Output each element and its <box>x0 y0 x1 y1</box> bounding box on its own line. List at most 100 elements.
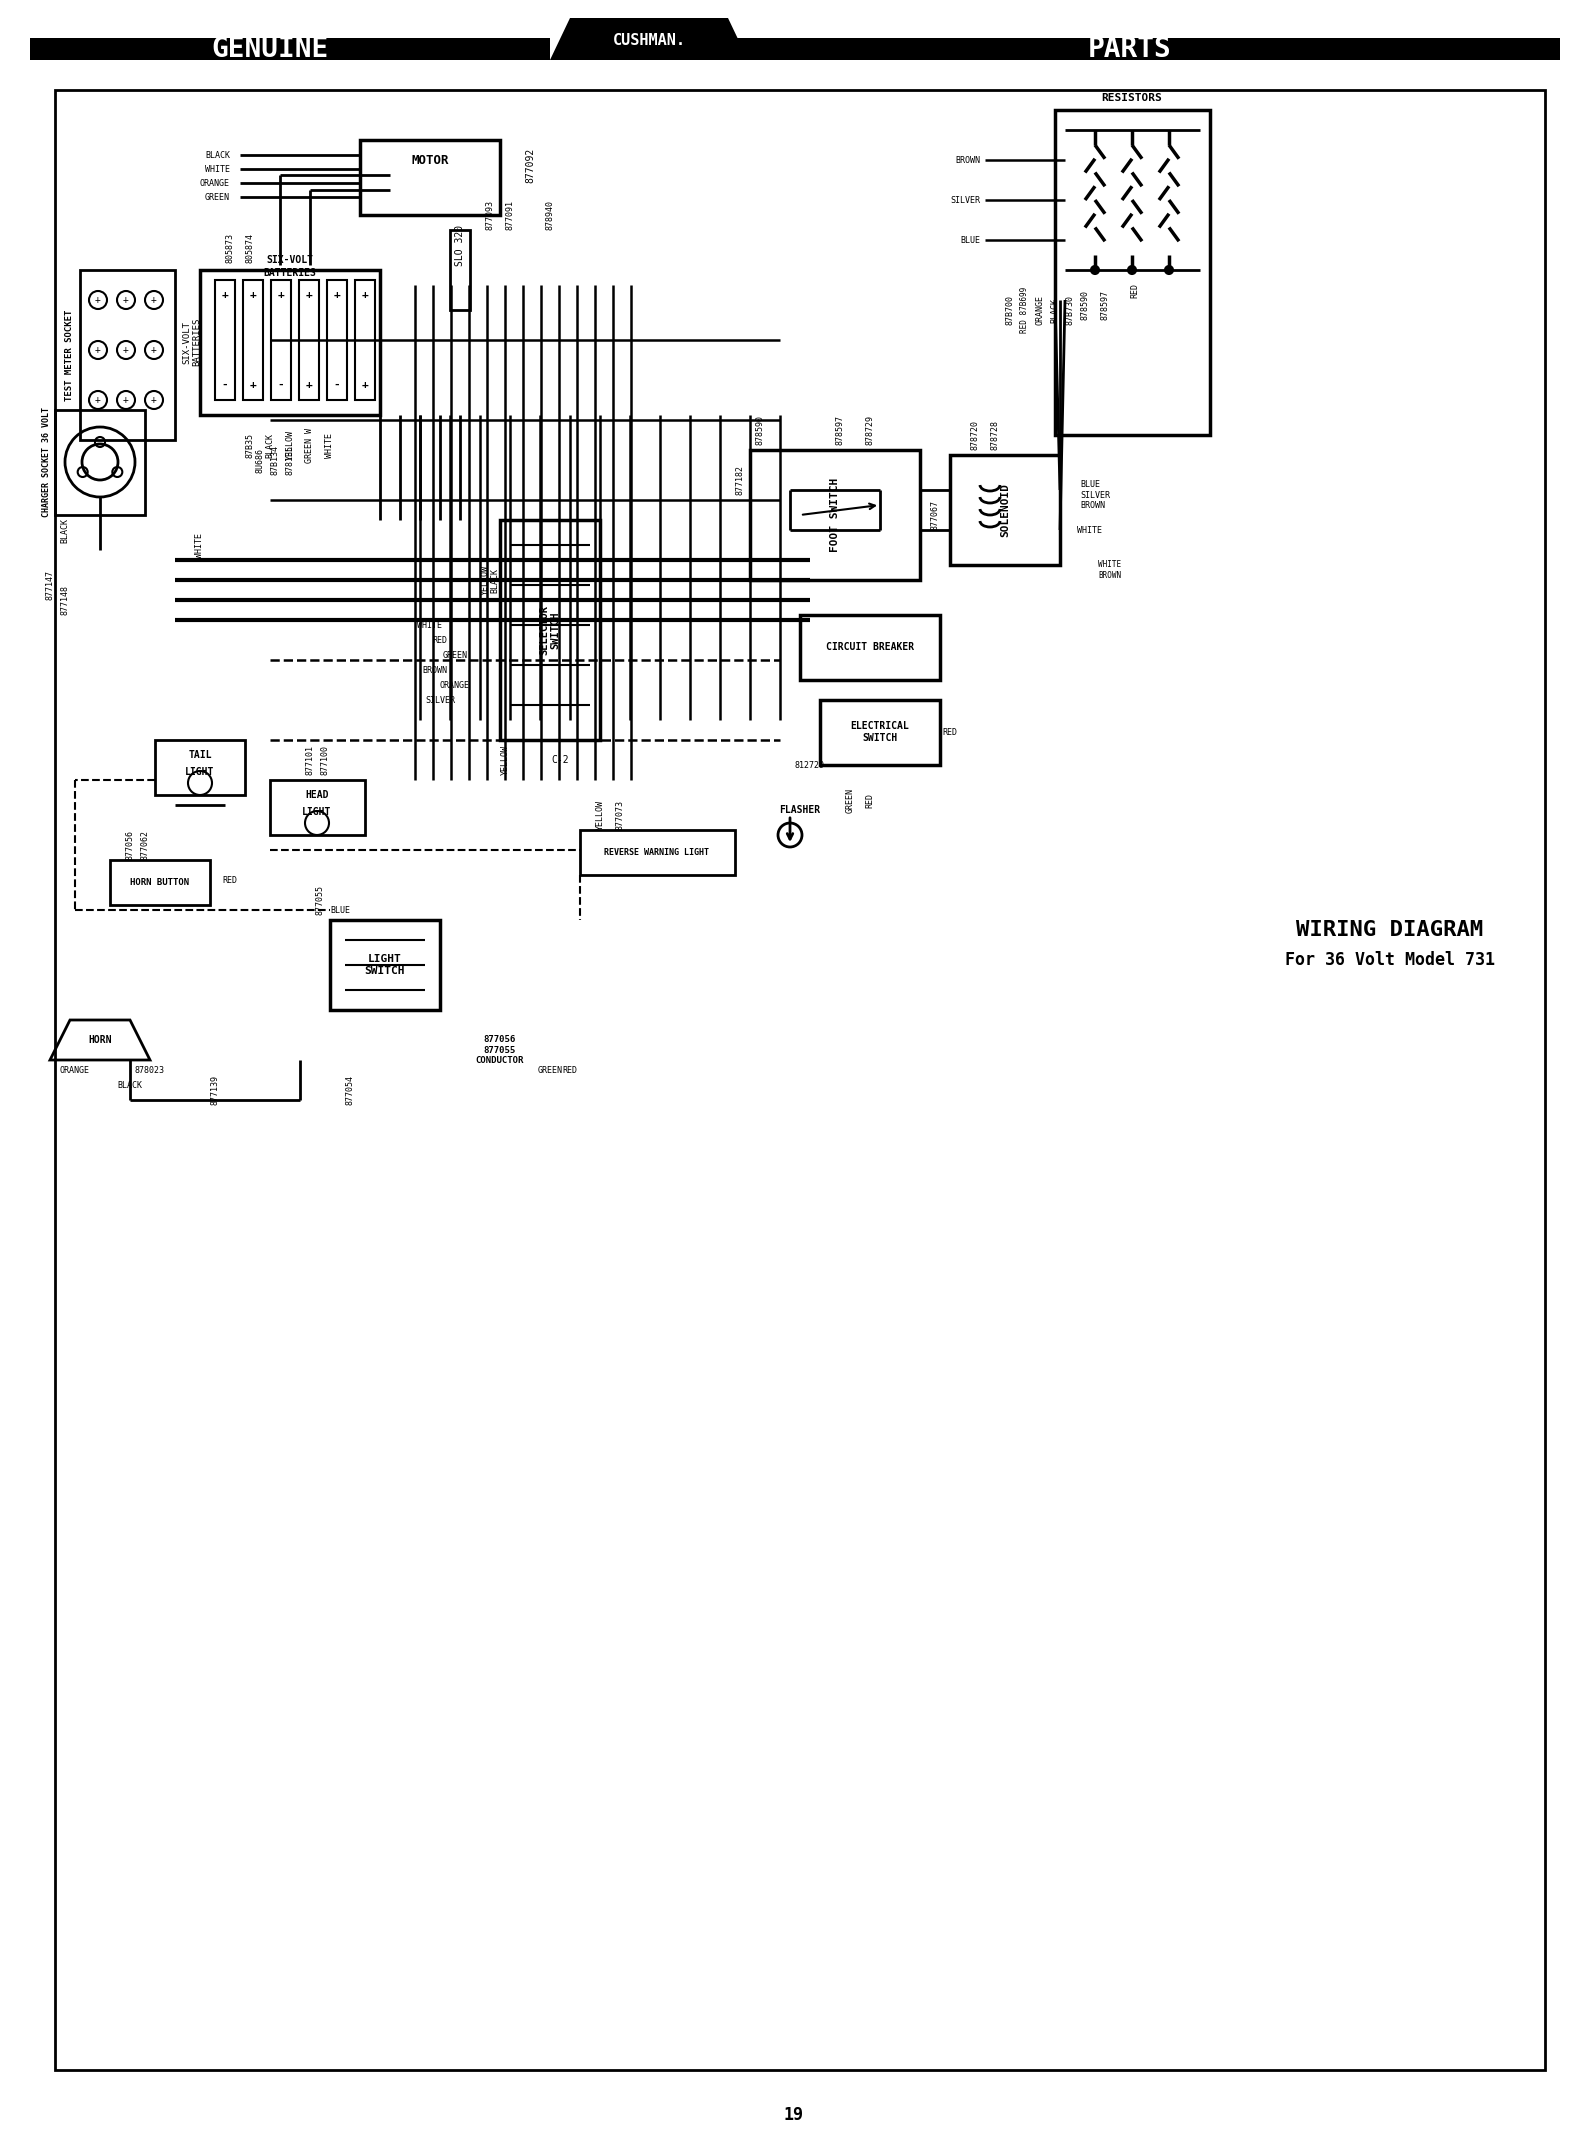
Text: +: + <box>334 291 340 300</box>
Text: SIX-VOLT: SIX-VOLT <box>267 255 313 265</box>
Bar <box>1055 109 1209 434</box>
Text: BLUE: BLUE <box>960 235 980 244</box>
Text: RED: RED <box>866 792 874 807</box>
Text: 877055: 877055 <box>316 886 324 916</box>
Text: BROWN: BROWN <box>423 666 448 674</box>
Text: WHITE: WHITE <box>1077 526 1103 535</box>
Text: SELECTOR
SWITCH: SELECTOR SWITCH <box>539 606 561 655</box>
Text: ORANGE: ORANGE <box>60 1066 91 1074</box>
Bar <box>110 860 210 905</box>
Text: MOTOR: MOTOR <box>412 154 448 167</box>
Text: 878729: 878729 <box>866 415 874 445</box>
Text: 805874: 805874 <box>245 233 254 263</box>
Text: CUSHMAN.: CUSHMAN. <box>612 32 685 47</box>
Text: +: + <box>249 381 256 389</box>
Text: GREEN: GREEN <box>845 788 855 813</box>
Text: YELLOW: YELLOW <box>501 745 510 775</box>
Text: 877147: 877147 <box>46 569 54 599</box>
Text: YELLOW: YELLOW <box>596 800 604 830</box>
Bar <box>30 39 550 60</box>
Bar <box>200 270 380 415</box>
Text: GREEN: GREEN <box>537 1066 563 1074</box>
Bar <box>243 280 264 400</box>
Text: +: + <box>305 381 313 389</box>
Polygon shape <box>550 17 748 60</box>
Text: LIGHT
SWITCH: LIGHT SWITCH <box>365 954 405 976</box>
Text: 812729: 812729 <box>794 760 825 770</box>
Text: LIGHT: LIGHT <box>302 807 332 817</box>
Bar <box>327 280 346 400</box>
Text: 877182: 877182 <box>736 464 745 494</box>
Text: +: + <box>95 295 102 306</box>
Bar <box>156 740 245 794</box>
Text: FOOT SWITCH: FOOT SWITCH <box>829 477 841 552</box>
Text: RED: RED <box>563 1066 577 1074</box>
Text: 877056
877055
CONDUCTOR: 877056 877055 CONDUCTOR <box>475 1036 524 1066</box>
Text: SILVER: SILVER <box>950 195 980 205</box>
Text: CHARGER SOCKET 36 VOLT: CHARGER SOCKET 36 VOLT <box>43 407 51 518</box>
Bar <box>331 920 440 1010</box>
Text: BLACK: BLACK <box>1050 297 1060 323</box>
Bar <box>580 830 736 875</box>
Text: 877062: 877062 <box>140 830 149 860</box>
Text: WHITE
BROWN: WHITE BROWN <box>1098 561 1122 580</box>
Text: WIRING DIAGRAM: WIRING DIAGRAM <box>1297 920 1484 939</box>
Text: REVERSE WARNING LIGHT: REVERSE WARNING LIGHT <box>604 847 710 856</box>
Text: 877054: 877054 <box>345 1074 354 1104</box>
Text: 877101: 877101 <box>305 745 315 775</box>
Text: 877067: 877067 <box>931 501 939 531</box>
Text: BLACK: BLACK <box>60 518 70 544</box>
Text: HEAD: HEAD <box>305 790 329 800</box>
Text: SIX-VOLT
BATTERIES: SIX-VOLT BATTERIES <box>183 319 202 366</box>
Text: ORANGE: ORANGE <box>440 681 470 689</box>
Circle shape <box>1165 265 1173 274</box>
Text: RED: RED <box>432 636 448 644</box>
Text: +: + <box>122 295 129 306</box>
Text: FLASHER: FLASHER <box>780 805 820 815</box>
Text: +: + <box>305 291 313 300</box>
Bar <box>799 614 941 681</box>
Text: 87B35: 87B35 <box>245 432 254 458</box>
Text: RED: RED <box>942 728 958 736</box>
Bar <box>820 700 941 764</box>
Text: WHITE: WHITE <box>195 533 205 559</box>
Text: SILVER: SILVER <box>424 696 454 704</box>
Bar <box>79 270 175 441</box>
Text: GREEN: GREEN <box>205 193 230 201</box>
Text: ORANGE: ORANGE <box>1036 295 1044 325</box>
Text: ELECTRICAL
SWITCH: ELECTRICAL SWITCH <box>850 721 909 743</box>
Text: +: + <box>122 345 129 355</box>
Circle shape <box>1128 265 1136 274</box>
Text: RED: RED <box>222 875 237 884</box>
Text: -: - <box>334 381 340 389</box>
Bar <box>361 139 501 214</box>
Text: ORANGE: ORANGE <box>200 178 230 188</box>
Text: BLACK: BLACK <box>118 1081 143 1089</box>
Text: 877093: 877093 <box>486 199 494 229</box>
Text: 19: 19 <box>783 2106 804 2125</box>
Bar <box>501 520 601 740</box>
Text: SLO 320: SLO 320 <box>454 225 466 265</box>
Text: YELLOW: YELLOW <box>286 430 294 460</box>
Text: 878590: 878590 <box>755 415 764 445</box>
Text: +: + <box>151 345 157 355</box>
Text: GENUINE: GENUINE <box>211 34 329 62</box>
Text: BLUE: BLUE <box>331 905 350 914</box>
Text: +: + <box>151 396 157 404</box>
Text: BATTERIES: BATTERIES <box>264 268 316 278</box>
Text: RESISTORS: RESISTORS <box>1101 92 1163 103</box>
Text: For 36 Volt Model 731: For 36 Volt Model 731 <box>1286 950 1495 969</box>
Text: WHITE: WHITE <box>418 621 442 629</box>
Text: C-2: C-2 <box>551 755 569 764</box>
Bar <box>750 449 920 580</box>
Text: +: + <box>122 396 129 404</box>
Text: 878720: 878720 <box>971 419 979 449</box>
Text: TEST METER SOCKET: TEST METER SOCKET <box>65 310 75 400</box>
Text: -: - <box>278 381 284 389</box>
Text: 877148: 877148 <box>60 584 70 614</box>
Text: TAIL: TAIL <box>188 749 211 760</box>
Text: GREEN: GREEN <box>442 651 467 659</box>
Text: 8U686: 8U686 <box>256 447 264 473</box>
Bar <box>950 456 1060 565</box>
Text: RED 87B699: RED 87B699 <box>1020 287 1030 334</box>
